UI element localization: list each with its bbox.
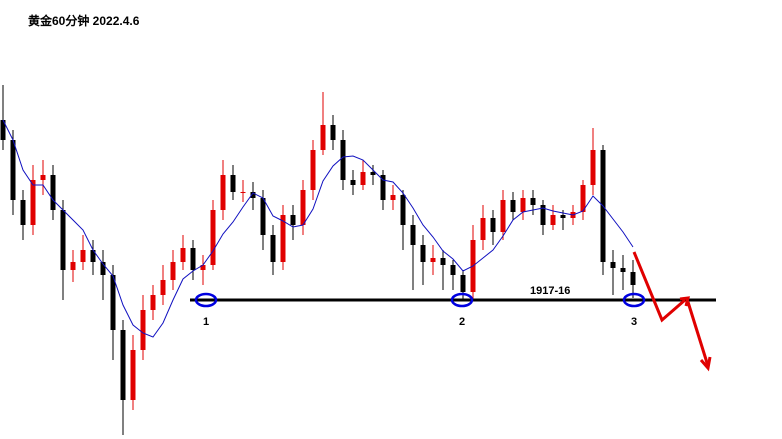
candle-body bbox=[50, 175, 56, 210]
candle-body bbox=[140, 310, 146, 350]
candle-body bbox=[350, 180, 356, 185]
candle-body bbox=[100, 262, 106, 275]
candle-body bbox=[200, 265, 206, 270]
touch-circle bbox=[450, 292, 474, 308]
candle-body bbox=[110, 275, 116, 330]
candle-body bbox=[550, 215, 556, 225]
candle-body bbox=[530, 198, 536, 205]
candle-body bbox=[490, 218, 496, 232]
touch-circle bbox=[194, 292, 218, 308]
candle-body bbox=[230, 175, 236, 192]
candle-body bbox=[420, 245, 426, 262]
candle-body bbox=[60, 210, 66, 270]
candle-body bbox=[400, 195, 406, 225]
touch-label: 1 bbox=[203, 316, 209, 328]
candle-body bbox=[430, 258, 436, 262]
candle-body bbox=[630, 272, 636, 285]
candle-body bbox=[130, 350, 136, 400]
arrow-path bbox=[632, 251, 686, 323]
candle-body bbox=[0, 120, 6, 140]
candle-body bbox=[320, 125, 326, 150]
candle-body bbox=[560, 215, 566, 218]
touch-label: 2 bbox=[459, 316, 465, 328]
candle-body bbox=[440, 258, 446, 265]
candle-body bbox=[220, 175, 226, 210]
candle-body bbox=[160, 280, 166, 295]
candle-body bbox=[40, 175, 46, 180]
candle-body bbox=[480, 218, 486, 240]
candle-body bbox=[80, 250, 86, 262]
candle-body bbox=[590, 150, 596, 185]
candle-body bbox=[340, 140, 346, 180]
candle-body bbox=[330, 125, 336, 140]
candle-body bbox=[270, 235, 276, 262]
overlay: 1917-16 1 2 3 bbox=[2, 119, 716, 338]
candle-body bbox=[620, 268, 626, 272]
candle-body bbox=[30, 180, 36, 225]
candle-body bbox=[150, 295, 156, 310]
candle-body bbox=[300, 190, 306, 225]
candle-body bbox=[190, 248, 196, 270]
candle-body bbox=[170, 262, 176, 280]
touch-label: 3 bbox=[631, 316, 637, 328]
candle-body bbox=[70, 262, 76, 270]
candle-body bbox=[460, 275, 466, 292]
candle-body bbox=[360, 172, 366, 185]
candle-body bbox=[260, 198, 266, 235]
chart-title: 黄金60分钟 2022.4.6 bbox=[28, 13, 140, 28]
projection-arrows bbox=[632, 251, 712, 372]
arrow-head bbox=[679, 296, 690, 307]
candle-body bbox=[540, 205, 546, 225]
candle-body bbox=[310, 150, 316, 190]
candle-body bbox=[290, 215, 296, 225]
support-label: 1917-16 bbox=[530, 285, 570, 297]
candle-body bbox=[410, 225, 416, 245]
candle-body bbox=[120, 330, 126, 400]
touch-circle bbox=[622, 292, 646, 308]
arrow-path bbox=[686, 301, 710, 367]
arrow-head bbox=[699, 356, 712, 372]
candle-body bbox=[90, 250, 96, 262]
candle-body bbox=[250, 192, 256, 198]
candles bbox=[0, 85, 636, 435]
candle-body bbox=[510, 200, 516, 212]
candle-body bbox=[370, 172, 376, 175]
candle-body bbox=[450, 265, 456, 275]
candle-body bbox=[20, 200, 26, 225]
moving-average bbox=[2, 119, 634, 338]
candle-body bbox=[240, 192, 246, 193]
candle-body bbox=[10, 140, 16, 200]
candle-body bbox=[280, 215, 286, 262]
candle-body bbox=[580, 185, 586, 212]
candle-body bbox=[610, 262, 616, 268]
candle-body bbox=[390, 195, 396, 200]
candle-body bbox=[520, 198, 526, 212]
candle-body bbox=[180, 248, 186, 262]
candle-body bbox=[380, 175, 386, 200]
candle-body bbox=[500, 200, 506, 232]
candle-body bbox=[210, 210, 216, 265]
